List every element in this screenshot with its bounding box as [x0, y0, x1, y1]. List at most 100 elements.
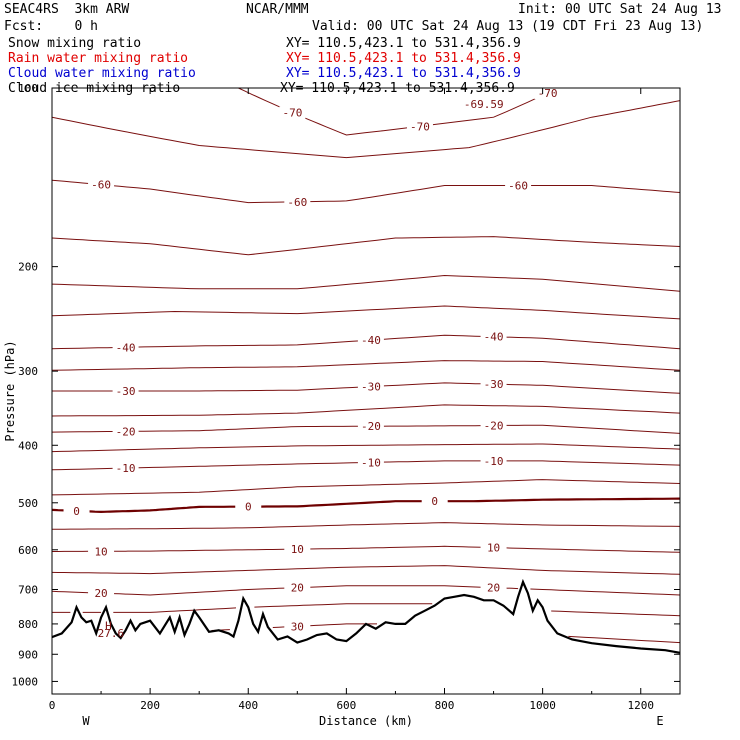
contour-label: -30 [484, 378, 504, 391]
forecast-hour: Fcst: 0 h [4, 19, 98, 34]
contour-label-bg [112, 462, 139, 475]
contour-label-bg [88, 178, 115, 191]
contour-label: -20 [116, 425, 136, 438]
contour-label: -60 [91, 179, 111, 192]
contour-label: 30 [291, 620, 304, 633]
contour-label: -20 [484, 420, 504, 433]
isotherm-line [52, 305, 680, 320]
contour-label-bg [534, 87, 561, 100]
plot-frame [51, 87, 681, 695]
contour-label-bg [235, 500, 262, 513]
contour-label-bg [279, 106, 306, 119]
contour-label-bg [480, 454, 507, 467]
contour-label-bg [421, 495, 448, 508]
valid-time: Valid: 00 UTC Sat 24 Aug 13 (19 CDT Fri … [312, 19, 704, 34]
contour-label-bg [284, 195, 311, 208]
contour-label: -70 [410, 120, 430, 133]
contour-label: 20 [94, 587, 107, 600]
contour-label: 20 [291, 582, 304, 595]
contour-label: 20 [487, 582, 500, 595]
high-marker: H [105, 620, 112, 633]
contour-label: -10 [116, 462, 136, 475]
isotherm-line [211, 623, 680, 644]
x-tick-label: 600 [336, 699, 356, 712]
isotherm-line [52, 236, 680, 256]
isotherm-line [52, 497, 680, 514]
contour-label-bg [284, 581, 311, 594]
contour-label: 0 [431, 495, 438, 508]
y-tick-label: 600 [18, 544, 38, 557]
contour-label-bg [284, 620, 311, 633]
contour-label-bg [480, 378, 507, 391]
x-tick-label: 1200 [628, 699, 655, 712]
contour-label: -70 [538, 87, 558, 100]
isotherm-line [52, 404, 680, 417]
isotherm-line [238, 88, 560, 136]
contour-label: -60 [287, 196, 307, 209]
contour-label: -40 [361, 334, 381, 347]
x-axis-label: Distance (km) [319, 714, 413, 728]
max-value-label: -69.59 [464, 98, 504, 111]
init-time: Init: 00 UTC Sat 24 Aug 13 [518, 2, 722, 17]
y-tick-label: 300 [18, 365, 38, 378]
y-axis-label: Pressure (hPa) [3, 340, 17, 441]
isotherm-line [52, 479, 680, 496]
x-tick-label: 800 [435, 699, 455, 712]
east-label: E [656, 714, 663, 728]
high-value-label: 27.6 [98, 627, 125, 640]
contour-label-bg [480, 541, 507, 554]
contour-label: -30 [116, 385, 136, 398]
field-cloudwater-xy: XY= 110.5,423.1 to 531.4,356.9 [286, 66, 521, 81]
contour-label: -30 [361, 381, 381, 394]
y-tick-label: 500 [18, 497, 38, 510]
contour-label-bg [357, 334, 384, 347]
contour-label-bg [112, 341, 139, 354]
isotherm-line [52, 443, 680, 453]
contour-label: -70 [282, 107, 302, 120]
isotherm-line [52, 179, 680, 204]
contour-label-bg [112, 384, 139, 397]
x-tick-label: 200 [140, 699, 160, 712]
y-tick-label: 1000 [12, 675, 39, 688]
contour-label-bg [357, 420, 384, 433]
contour-label: 10 [291, 543, 304, 556]
y-tick-label: 100 [18, 82, 38, 95]
org-title: NCAR/MMM [246, 2, 309, 17]
contour-label: 0 [245, 501, 252, 514]
y-tick-label: 700 [18, 584, 38, 597]
west-label: W [82, 714, 90, 728]
terrain-line [51, 578, 681, 654]
contour-label: -60 [508, 180, 528, 193]
isotherm-line [52, 100, 680, 159]
contour-label: 10 [94, 545, 107, 558]
contour-label-bg [480, 581, 507, 594]
x-tick-label: 0 [49, 699, 56, 712]
contour-label: 10 [487, 542, 500, 555]
contour-label: -40 [116, 341, 136, 354]
contour-label-bg [112, 425, 139, 438]
isotherm-line [52, 274, 680, 292]
contour-label: -10 [484, 455, 504, 468]
field-rain-label: Rain water mixing ratio [8, 51, 189, 66]
y-tick-label: 200 [18, 261, 38, 274]
isotherm-line [52, 603, 680, 617]
field-cloudwater-label: Cloud water mixing ratio [8, 66, 196, 81]
contour-label-bg [357, 380, 384, 393]
contour-label-bg [88, 545, 115, 558]
contour-label-bg [480, 330, 507, 343]
field-rain-xy: XY= 110.5,423.1 to 531.4,356.9 [286, 51, 521, 66]
contour-label-bg [88, 587, 115, 600]
contour-label: -20 [361, 420, 381, 433]
isotherm-line [52, 522, 680, 530]
isotherm-line [52, 360, 680, 371]
x-tick-label: 400 [238, 699, 258, 712]
contour-label: -40 [484, 331, 504, 344]
field-snow-xy: XY= 110.5,423.1 to 531.4,356.9 [286, 36, 521, 51]
contour-label-bg [357, 456, 384, 469]
contour-label: 0 [73, 505, 80, 518]
contour-label-bg [284, 543, 311, 556]
contour-label-bg [505, 179, 532, 192]
y-tick-label: 900 [18, 648, 38, 661]
contour-label: -10 [361, 456, 381, 469]
